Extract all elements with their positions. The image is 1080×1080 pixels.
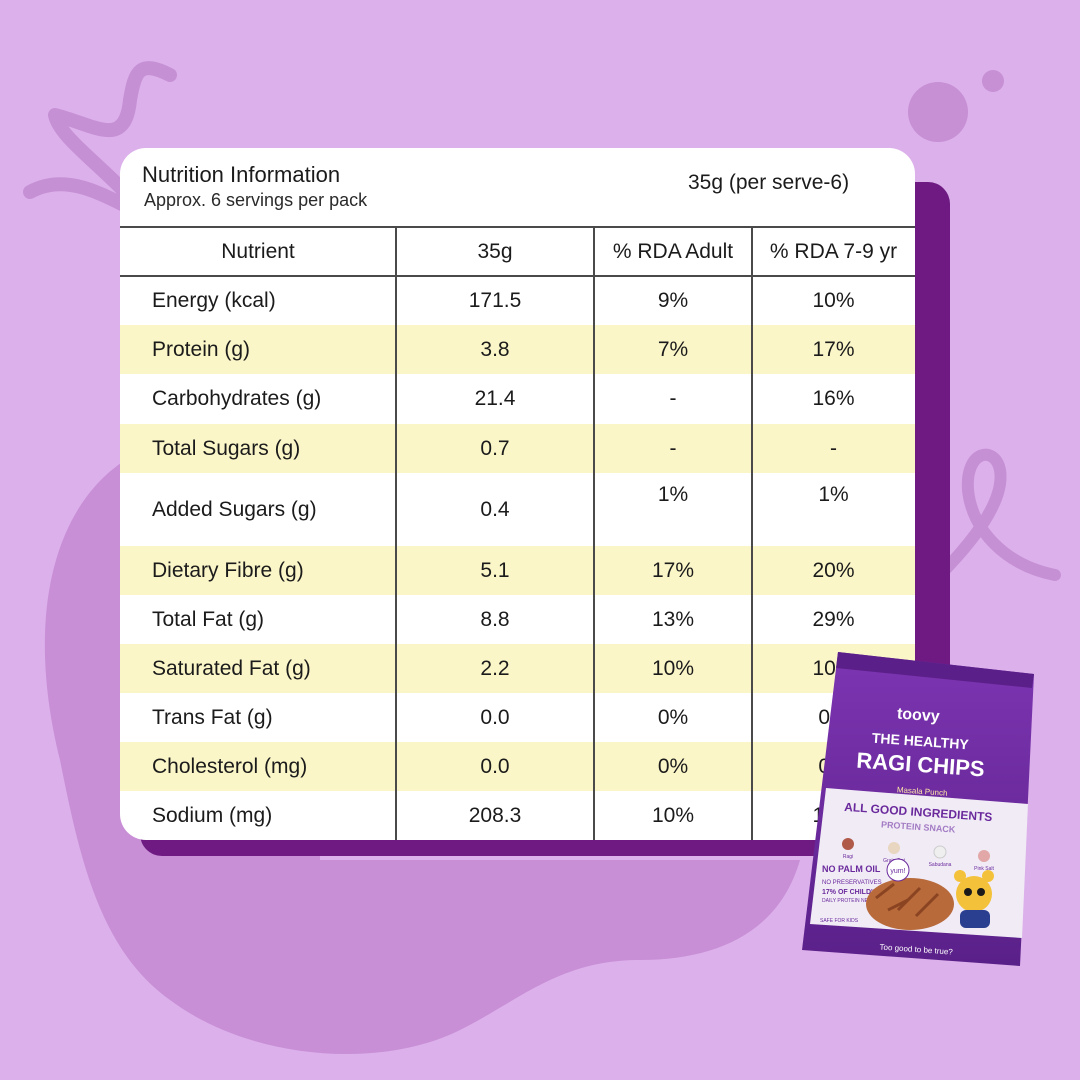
nutrient-name: Energy (kcal) [152, 289, 276, 312]
pack-line1: THE HEALTHY [871, 730, 970, 753]
nutrient-name: Saturated Fat (g) [152, 656, 311, 680]
table-row: Sodium (mg) 208.3 10% 10% [120, 791, 915, 840]
rda-kid: 17% [812, 337, 855, 361]
nutrient-amount: 2.2 [480, 656, 510, 680]
rda-adult: 7% [657, 337, 689, 361]
nutrient-amount: 5.1 [480, 558, 510, 582]
rda-kid: 16% [812, 387, 855, 410]
squiggle-top-left [23, 61, 177, 222]
nutrient-name: Total Fat (g) [152, 607, 265, 631]
nutrient-name: Dietary Fibre (g) [152, 558, 304, 582]
rda-kid: 20% [812, 558, 855, 582]
nutrient-amount: 21.4 [474, 387, 516, 410]
table-row: Protein (g) 3.8 7% 17% [120, 325, 915, 374]
nutrient-name: Total Sugars (g) [152, 436, 301, 460]
table-row: Cholesterol (mg) 0.0 0% 0% [120, 742, 915, 791]
rda-adult: 0% [657, 754, 689, 778]
rda-adult: - [669, 436, 677, 460]
decor-circle-small [982, 70, 1004, 92]
pack-badge-line: 17% OF CHILD'S [822, 889, 878, 896]
mascot-ear-icon [954, 870, 966, 882]
pack-brand: toovy [896, 706, 940, 726]
ingredient-label: Sabudana [929, 862, 952, 868]
table-row: Trans Fat (g) 0.0 0% 0% [120, 693, 915, 742]
nutrient-amount: 0.0 [480, 705, 510, 729]
ingredient-sabudana-icon [933, 845, 947, 859]
mascot-body-icon [960, 910, 990, 928]
pack-badge-line: NO PRESERVATIVES [822, 880, 882, 886]
mascot-head-icon [956, 876, 992, 912]
rda-adult: 1% [657, 483, 689, 506]
column-header: % RDA Adult [612, 239, 734, 263]
rda-adult: 17% [651, 558, 695, 582]
nutrient-name: Sodium (mg) [152, 803, 273, 827]
rda-adult: - [669, 387, 677, 410]
mascot-ear-icon [982, 870, 994, 882]
ingredient-oat-icon [888, 842, 900, 854]
nutrient-amount: 0.4 [480, 497, 510, 521]
rda-kid: - [830, 436, 837, 460]
table-row: Energy (kcal) 171.5 9% 10% [120, 277, 915, 325]
column-divider [395, 228, 397, 840]
table-row: Total Fat (g) 8.8 13% 29% [120, 595, 915, 644]
pack-badge-line: DAILY PROTEIN NEED [822, 898, 875, 904]
column-header: Nutrient [221, 239, 295, 263]
column-divider [751, 228, 753, 840]
table-row: Added Sugars (g) 0.4 1% 1% [120, 473, 915, 546]
table-row: Carbohydrates (g) 21.4 - 16% [120, 374, 915, 424]
rda-adult: 0% [657, 705, 689, 729]
nutrient-name: Cholesterol (mg) [152, 754, 308, 778]
rda-kid: 10% [812, 289, 855, 312]
column-header: % RDA 7-9 yr [769, 239, 898, 263]
card-header: Nutrition Information Approx. 6 servings… [120, 148, 915, 228]
card-title: Nutrition Information [142, 162, 341, 187]
nutrient-amount: 208.3 [468, 803, 522, 827]
table-row: Total Sugars (g) 0.7 - - [120, 424, 915, 473]
product-pack: toovy THE HEALTHY RAGI CHIPS Masala Punc… [802, 652, 1034, 966]
squiggle-right [929, 448, 1061, 586]
decor-circle-large [908, 82, 968, 142]
speech-bubble [886, 858, 910, 882]
pack-flavour: Masala Punch [897, 785, 948, 798]
rda-adult: 13% [651, 607, 695, 631]
nutrient-amount: 3.8 [480, 337, 510, 361]
card-subtitle: Approx. 6 servings per pack [144, 190, 368, 210]
nutrient-amount: 0.0 [480, 754, 510, 778]
serving-size: 35g (per serve-6) [688, 171, 850, 194]
column-header: 35g [477, 239, 513, 263]
pack-badge-title: NO PALM OIL [822, 864, 881, 874]
nutrient-name: Protein (g) [152, 337, 251, 361]
mascot-eye-icon [977, 888, 985, 896]
rda-adult: 9% [657, 289, 689, 312]
nutrition-table: Nutrient 35g % RDA Adult % RDA 7-9 yr En… [120, 228, 915, 840]
table-row: Saturated Fat (g) 2.2 10% 10% [120, 644, 915, 693]
ingredient-salt-icon [978, 850, 990, 862]
column-divider [593, 228, 595, 840]
table-row: Dietary Fibre (g) 5.1 17% 20% [120, 546, 915, 595]
rda-adult: 10% [651, 803, 695, 827]
pack-seal [836, 652, 1034, 688]
ingredient-ragi-icon [842, 838, 854, 850]
mascot-eye-icon [964, 888, 972, 896]
ingredient-label: Pink Salt [974, 866, 994, 872]
rda-kid: 1% [818, 483, 849, 506]
ingredient-label: Ragi [843, 854, 853, 860]
chips-detail [875, 882, 940, 918]
rda-kid: 29% [812, 607, 855, 631]
nutrient-name: Carbohydrates (g) [152, 387, 322, 410]
pack-safe: SAFE FOR KIDS [820, 918, 859, 924]
chips-pile [866, 878, 954, 930]
nutrient-name: Added Sugars (g) [152, 497, 317, 521]
table-header-row: Nutrient 35g % RDA Adult % RDA 7-9 yr [120, 228, 915, 277]
nutrition-card: Nutrition Information Approx. 6 servings… [120, 148, 915, 840]
nutrient-amount: 8.8 [480, 607, 510, 631]
speech-bubble-text: yum! [890, 868, 905, 875]
rda-adult: 10% [651, 656, 695, 680]
nutrient-amount: 0.7 [480, 436, 510, 460]
nutrient-amount: 171.5 [468, 289, 522, 312]
nutrient-name: Trans Fat (g) [152, 705, 273, 729]
